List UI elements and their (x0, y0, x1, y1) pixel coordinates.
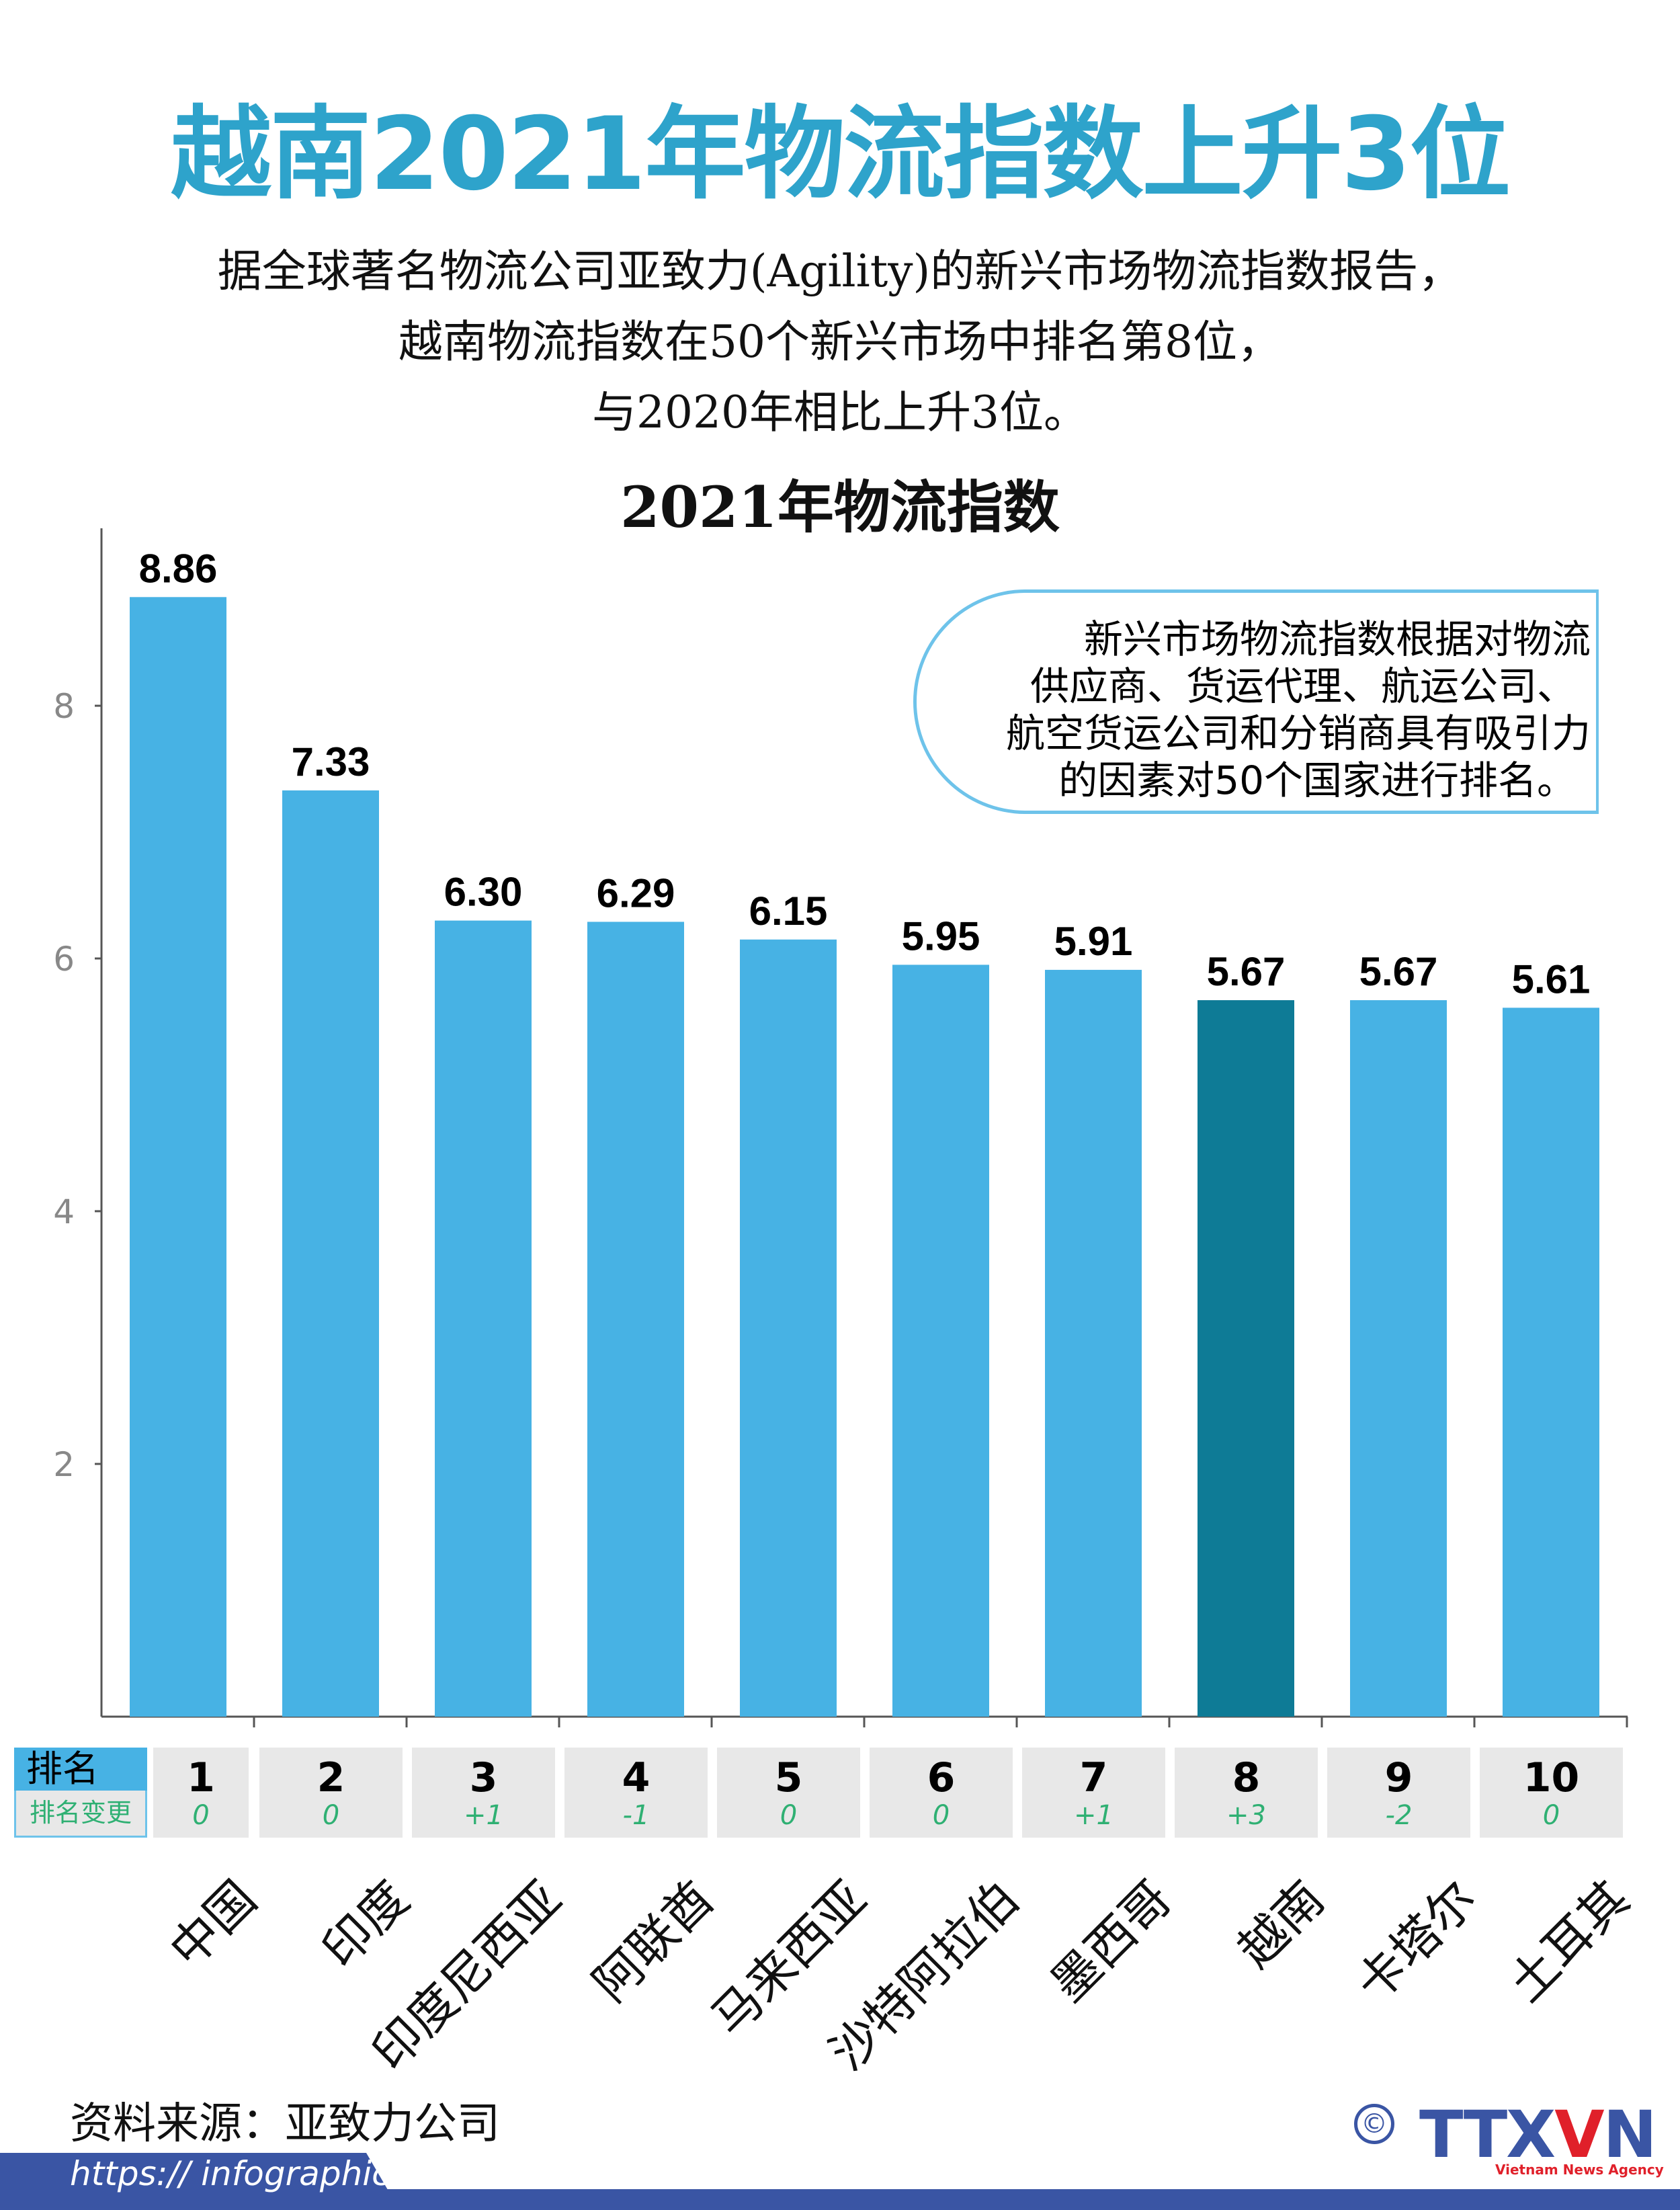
subtitle-line-2: 越南物流指数在50个新兴市场中排名第8位， (398, 316, 1282, 368)
rank-change-value: 0 (1542, 1800, 1560, 1831)
value-label: 5.61 (1512, 956, 1591, 1001)
rank-change-value: 0 (192, 1800, 210, 1831)
rank-cell: 7 +1 (1022, 1748, 1165, 1838)
value-label: 5.67 (1359, 949, 1438, 994)
note-box: 新兴市场物流指数根据对物流 供应商、货运代理、航运公司、 航空货运公司和分销商具… (913, 589, 1599, 814)
value-label: 8.86 (139, 546, 218, 591)
rank-change-value: 0 (780, 1800, 798, 1831)
value-label: 7.33 (292, 739, 370, 784)
copyright-icon: © (1354, 2104, 1394, 2144)
bar-2 (282, 790, 379, 1717)
y-tick-label: 8 (53, 687, 75, 726)
rank-change-value: 0 (932, 1800, 950, 1831)
rank-value: 9 (1384, 1754, 1413, 1801)
value-label: 6.29 (597, 870, 675, 915)
value-label: 6.30 (444, 870, 523, 915)
rank-cell: 4 -1 (564, 1748, 708, 1838)
bar-chart: 2 4 6 8 8.86 7.33 6.30 6.29 6.15 5.95 5.91 5.67 5.67… (53, 528, 1628, 1727)
country-label: 越南 (1226, 1870, 1335, 1979)
logo-tagline: Vietnam News Agency (1495, 2162, 1664, 2178)
footer-tab (0, 2153, 390, 2193)
rank-change-value: -2 (1385, 1800, 1413, 1831)
rank-change-value: +1 (464, 1800, 503, 1831)
source-text: 资料来源：亚致力公司 (70, 2099, 500, 2149)
rank-value: 2 (317, 1754, 345, 1801)
rank-cell: 8 +3 (1175, 1748, 1318, 1838)
page-title: 越南2021年物流指数上升3位 (171, 96, 1511, 213)
country-label: 卡塔尔 (1345, 1870, 1488, 2013)
rank-change-value: +1 (1074, 1800, 1114, 1831)
rank-value: 8 (1232, 1754, 1261, 1801)
y-tick-label: 2 (53, 1445, 75, 1484)
bar-5 (740, 939, 837, 1717)
bar-3 (435, 920, 532, 1717)
country-label: 中国 (159, 1870, 267, 1979)
rank-cell: 3 +1 (412, 1748, 555, 1838)
value-label: 5.67 (1207, 949, 1286, 994)
rank-change-value: 0 (322, 1800, 340, 1831)
country-label: 土耳其 (1497, 1870, 1640, 2013)
note-line-1: 新兴市场物流指数根据对物流 (1083, 616, 1591, 662)
rank-value: 4 (622, 1754, 650, 1801)
bar-6 (892, 965, 989, 1717)
y-tick-label: 4 (53, 1192, 75, 1231)
bar-10 (1503, 1008, 1599, 1717)
bar-9 (1350, 1000, 1447, 1717)
footer-bar (0, 2189, 1680, 2210)
rank-value: 5 (774, 1754, 803, 1801)
rank-change-label: 排名变更 (14, 1791, 147, 1838)
rank-value: 1 (187, 1754, 215, 1801)
country-label: 印度 (311, 1870, 420, 1979)
bar-8 (1198, 1000, 1294, 1717)
subtitle-line-3: 与2020年相比上升3位。 (592, 386, 1088, 438)
value-label: 5.91 (1054, 919, 1133, 964)
rank-change-value: +3 (1226, 1800, 1266, 1831)
website-link[interactable]: https:// infographics.vn (70, 2154, 460, 2193)
bar-4 (587, 922, 684, 1717)
rank-label: 排名 (14, 1748, 147, 1791)
bar-1 (130, 597, 226, 1717)
subtitle-line-1: 据全球著名物流公司亚致力(Agility)的新兴市场物流指数报告， (217, 245, 1463, 297)
chart-title: 2021年物流指数 (620, 474, 1060, 540)
rank-cell: 10 0 (1480, 1748, 1623, 1838)
rank-value: 10 (1523, 1754, 1580, 1801)
note-line-2: 供应商、货运代理、航运公司、 (1030, 663, 1576, 709)
rank-value: 7 (1079, 1754, 1108, 1801)
country-label: 墨西哥 (1040, 1870, 1183, 2013)
value-label: 6.15 (749, 889, 828, 934)
y-tick-label: 6 (53, 940, 75, 979)
value-label: 5.95 (902, 913, 980, 958)
rank-change-value: -1 (622, 1800, 650, 1831)
ttxvn-logo: TTXVN (1419, 2097, 1657, 2172)
rank-value: 3 (469, 1754, 498, 1801)
bar-7 (1045, 969, 1142, 1717)
rank-cell: 9 -2 (1327, 1748, 1470, 1838)
note-line-4: 的因素对50个国家进行排名。 (1058, 758, 1576, 803)
note-line-3: 航空货运公司和分销商具有吸引力 (1005, 710, 1591, 756)
rank-value: 6 (927, 1754, 956, 1801)
